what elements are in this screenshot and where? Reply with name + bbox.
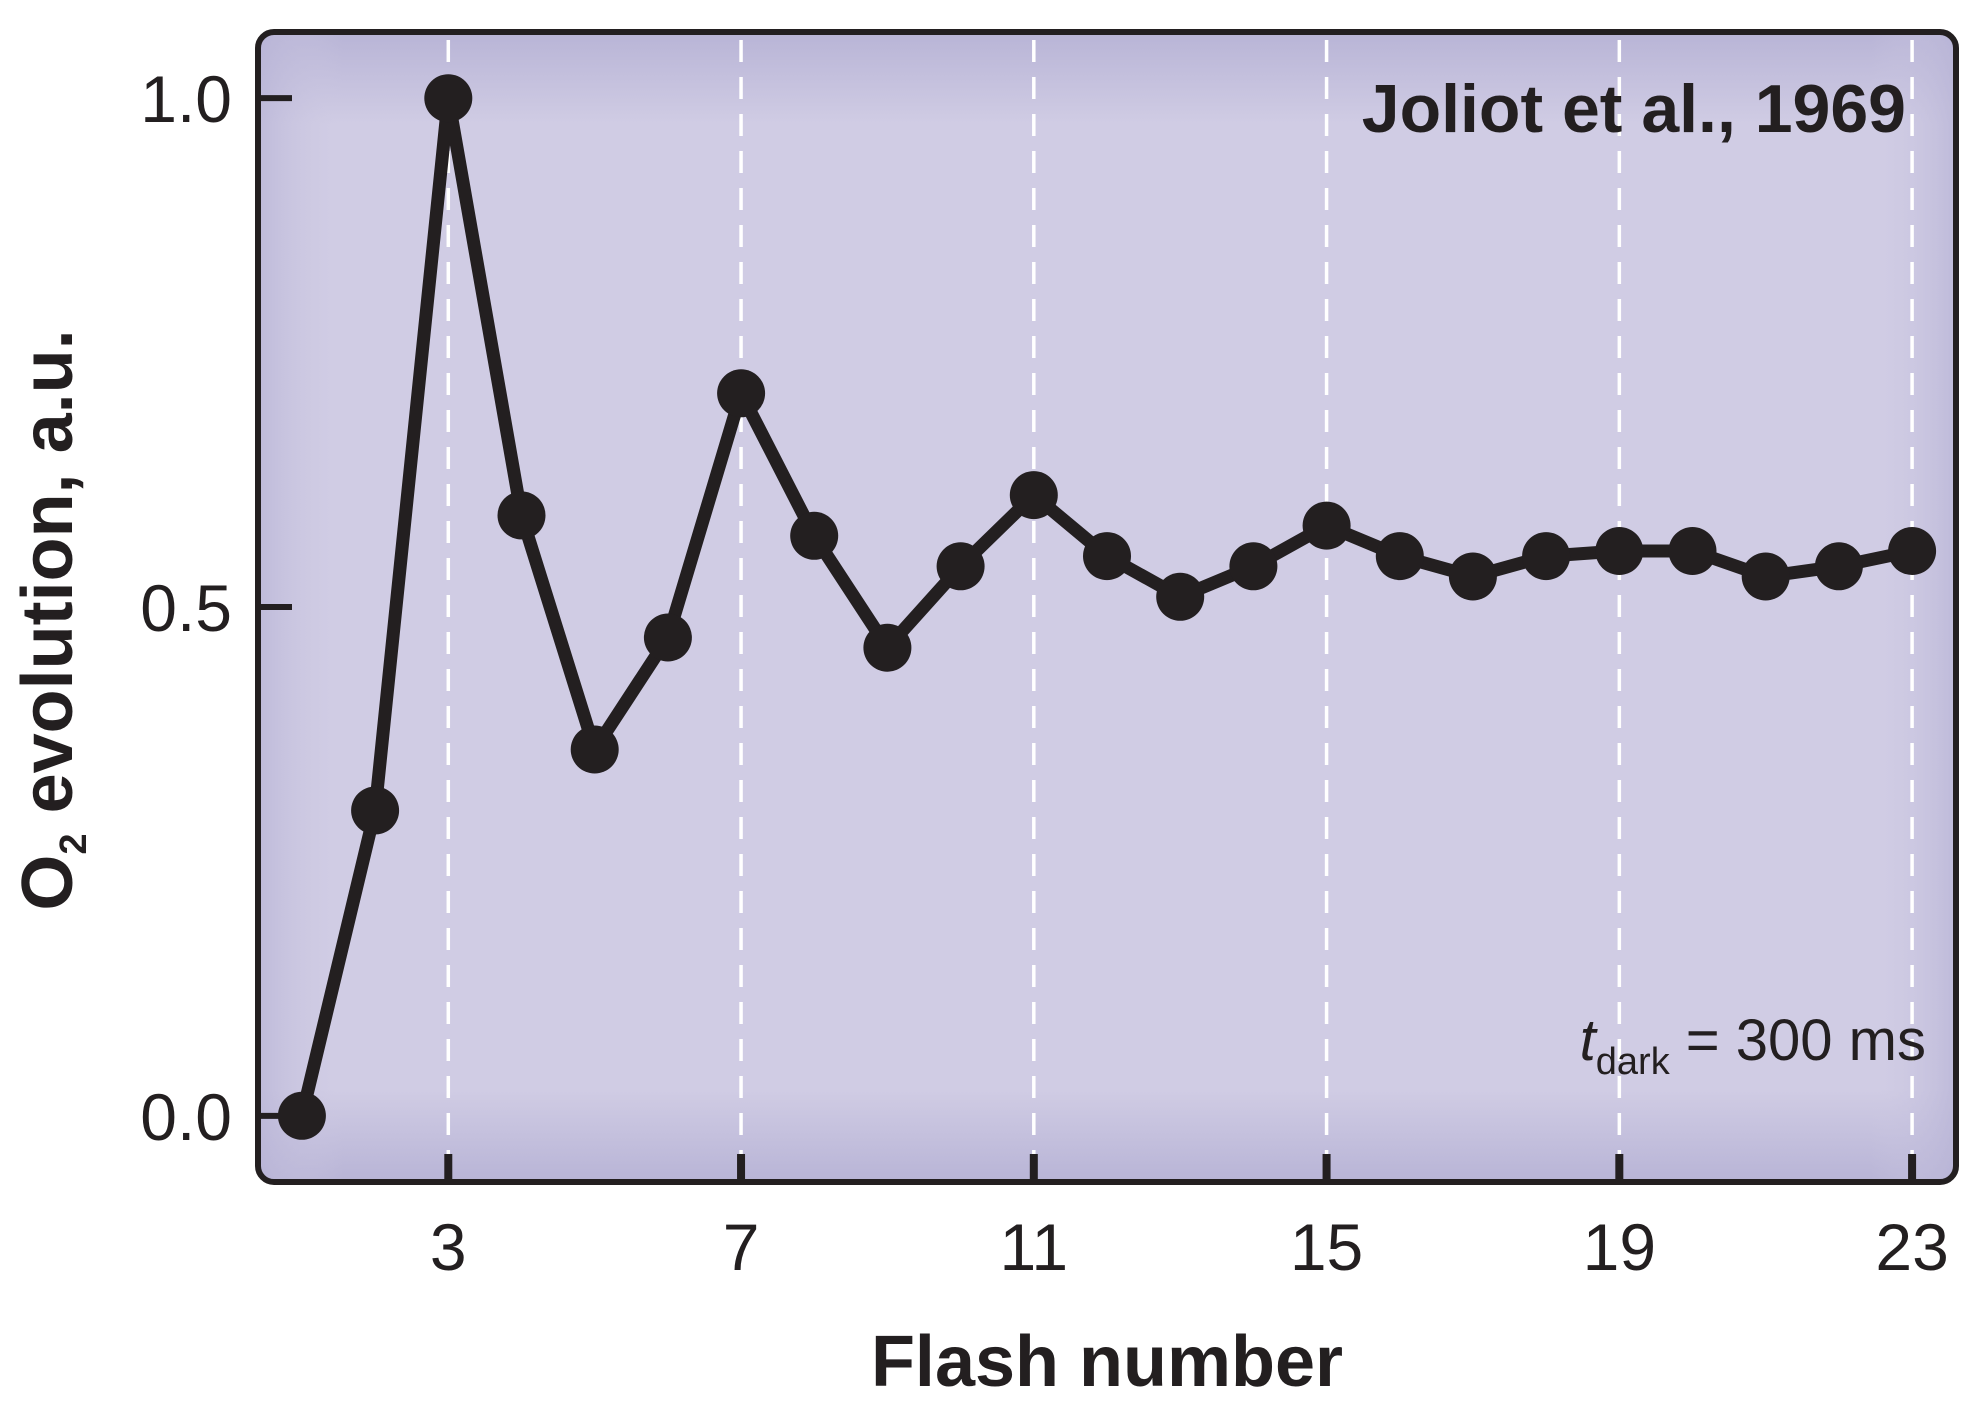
data-point-flash-19	[1595, 527, 1644, 575]
data-point-flash-23	[1888, 527, 1937, 575]
data-point-flash-20	[1668, 527, 1717, 575]
x-tick-label-3: 3	[430, 1210, 467, 1284]
data-point-flash-18	[1522, 532, 1571, 581]
data-point-flash-3	[424, 74, 473, 123]
x-axis-ticks	[444, 1154, 1917, 1182]
x-tick-label-15: 15	[1290, 1210, 1363, 1284]
data-point-flash-1	[277, 1091, 326, 1140]
y-axis-title-prefix: O	[8, 855, 88, 911]
dark-time-symbol: t	[1580, 1008, 1599, 1073]
data-points	[277, 74, 1937, 1140]
y-tick-label-0.5: 0.5	[140, 571, 232, 645]
plot-background-shade	[258, 32, 1956, 1182]
x-tick-label-23: 23	[1875, 1210, 1948, 1284]
plot-frame	[255, 29, 1959, 1185]
dark-time-subscript: dark	[1596, 1041, 1671, 1083]
data-point-flash-10	[936, 542, 985, 591]
x-tick-label-19: 19	[1583, 1210, 1656, 1284]
x-tick-label-11: 11	[1000, 1210, 1069, 1284]
y-axis-title-subscript: 2	[53, 833, 95, 854]
y-tick-label-1.0: 1.0	[140, 62, 232, 136]
data-point-flash-22	[1814, 542, 1863, 591]
data-point-flash-7	[717, 369, 766, 418]
vertical-grid-lines	[446, 40, 1914, 1174]
data-point-flash-16	[1375, 532, 1424, 581]
y-axis-title: O2 evolution, a.u.	[8, 329, 95, 910]
dark-time-value: = 300 ms	[1670, 1008, 1926, 1073]
data-point-flash-13	[1156, 572, 1205, 621]
x-tick-labels: 3 7 11 15 19 23	[430, 1210, 1949, 1284]
data-point-flash-17	[1448, 552, 1497, 601]
data-point-flash-6	[643, 613, 692, 662]
dark-time-annotation: tdark = 300 ms	[1580, 1008, 1926, 1083]
data-point-flash-15	[1302, 501, 1351, 550]
data-point-flash-4	[497, 491, 546, 540]
x-axis-title: Flash number	[871, 1322, 1343, 1402]
data-point-flash-9	[863, 623, 912, 672]
data-point-flash-11	[1009, 471, 1058, 520]
data-point-flash-8	[790, 511, 839, 560]
source-annotation: Joliot et al., 1969	[1362, 71, 1906, 147]
y-axis-title-suffix: evolution, a.u.	[8, 329, 88, 833]
data-point-flash-12	[1083, 532, 1131, 581]
x-tick-label-7: 7	[723, 1210, 760, 1284]
data-point-flash-2	[351, 786, 400, 835]
y-tick-labels: 0.0 0.5 1.0	[140, 62, 232, 1154]
data-point-flash-21	[1741, 552, 1790, 601]
y-tick-label-0.0: 0.0	[140, 1080, 232, 1154]
data-point-flash-14	[1229, 542, 1278, 591]
data-point-flash-5	[570, 725, 619, 774]
